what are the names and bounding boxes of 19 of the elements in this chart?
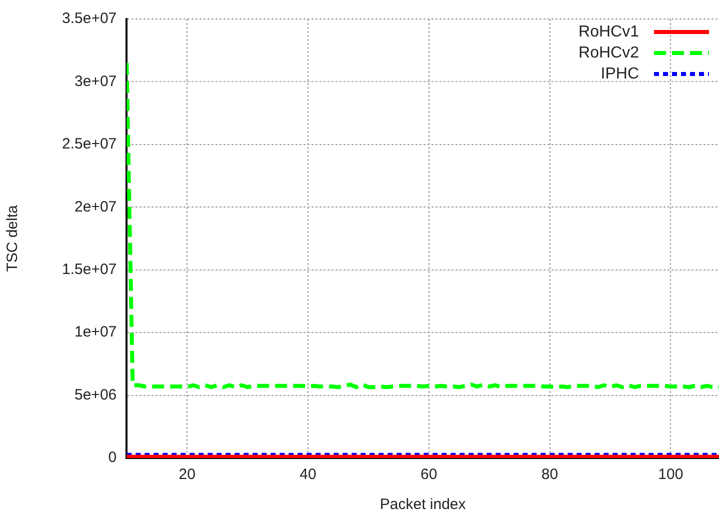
- y-tick-label: 2.5e+07: [62, 136, 117, 153]
- x-tick-label: 100: [658, 466, 684, 484]
- x-tick-label: 60: [420, 466, 438, 484]
- legend-label: RoHCv2: [578, 44, 640, 62]
- y-tick-label: 1.5e+07: [62, 261, 117, 278]
- y-tick-label: 1e+07: [74, 324, 117, 341]
- y-axis-title: TSC delta: [4, 204, 22, 272]
- legend-label: RoHCv1: [578, 23, 640, 40]
- y-tick-label: 3e+07: [74, 72, 117, 90]
- line-series: [126, 60, 719, 390]
- x-tick-label: 20: [178, 466, 196, 484]
- y-tick-label: 0: [108, 449, 117, 466]
- x-tick-label: 80: [541, 466, 558, 484]
- legend-label: IPHC: [600, 65, 639, 82]
- x-tick-label: 40: [300, 466, 316, 484]
- x-axis-title: Packet index: [380, 496, 466, 514]
- y-tick-label: 5e+06: [74, 386, 117, 404]
- y-tick-label: 2e+07: [74, 198, 117, 216]
- y-tick-label: 3.5e+07: [62, 10, 117, 28]
